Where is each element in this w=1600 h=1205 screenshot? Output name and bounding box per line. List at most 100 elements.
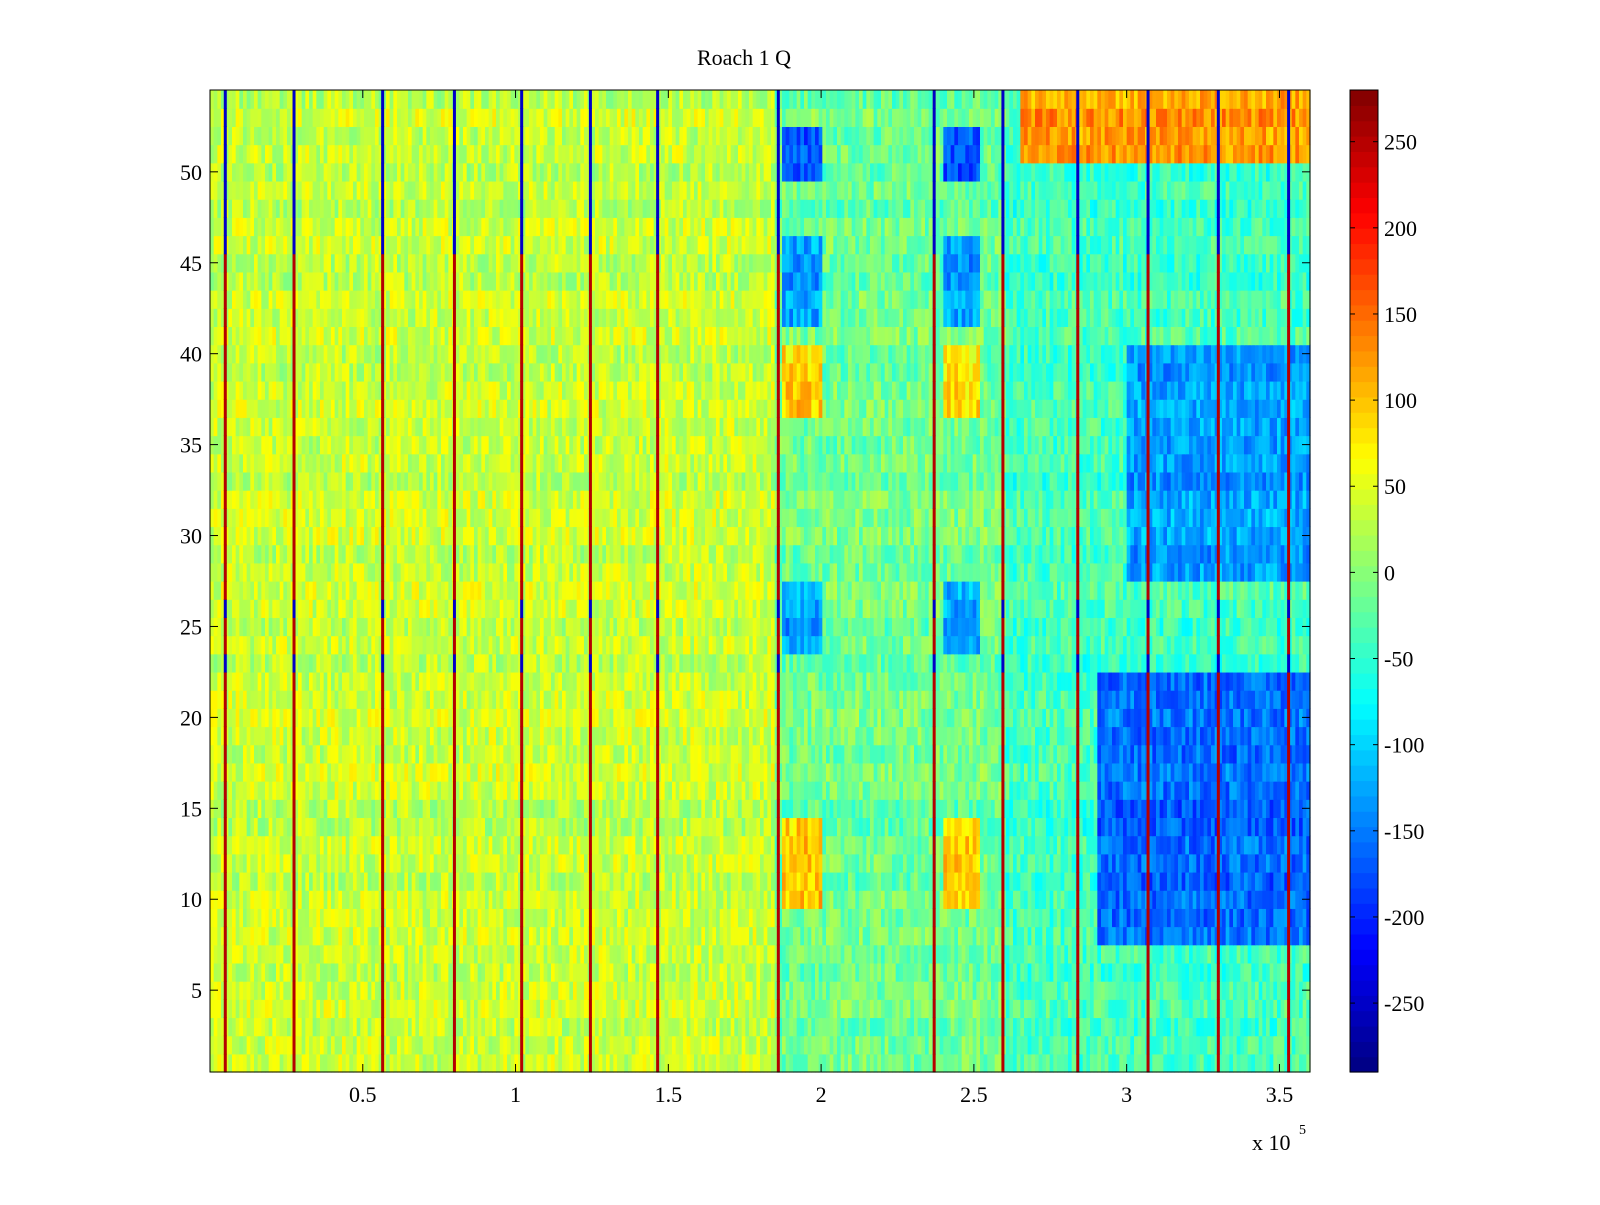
heatmap-cell	[914, 781, 919, 800]
heatmap-cell	[888, 1053, 893, 1073]
heatmap-cell	[899, 1017, 904, 1037]
heatmap-cell	[1064, 890, 1069, 909]
heatmap-cell	[998, 962, 1003, 982]
heatmap-cell	[1174, 981, 1179, 1000]
heatmap-cell	[679, 999, 684, 1019]
heatmap-cell	[232, 1017, 237, 1037]
heatmap-cell	[1156, 981, 1161, 1000]
heatmap-cell	[936, 981, 941, 1000]
heatmap-cell	[298, 817, 303, 837]
heatmap-cell	[910, 781, 915, 800]
heatmap-cell	[320, 1035, 325, 1055]
heatmap-cell	[312, 1053, 317, 1073]
heatmap-cell	[375, 853, 380, 873]
heatmap-cell	[529, 853, 534, 873]
heatmap-cell	[686, 926, 691, 946]
heatmap-cell	[272, 835, 277, 855]
heatmap-cell	[334, 962, 339, 982]
heatmap-cell	[1159, 1053, 1164, 1073]
heatmap-cell	[873, 890, 878, 909]
heatmap-cell	[573, 1035, 578, 1055]
heatmap-cell	[606, 762, 611, 782]
heatmap-cell	[756, 1017, 761, 1037]
heatmap-cell	[378, 999, 383, 1019]
heatmap-cell	[404, 981, 409, 1000]
heatmap-cell	[844, 799, 849, 819]
heatmap-cell	[1104, 871, 1109, 891]
heatmap-cell	[386, 890, 391, 909]
heatmap-cell	[910, 926, 915, 946]
heatmap-cell	[738, 1035, 743, 1055]
heatmap-cell	[1244, 1017, 1249, 1037]
heatmap-cell	[1211, 908, 1216, 928]
heatmap-cell	[899, 944, 904, 964]
heatmap-cell	[914, 762, 919, 782]
heatmap-cell	[815, 981, 820, 1000]
heatmap-cell	[510, 1053, 515, 1073]
heatmap-cell	[1266, 1035, 1271, 1055]
heatmap-cell	[664, 817, 669, 837]
heatmap-cell	[1280, 799, 1285, 819]
heatmap-cell	[826, 981, 831, 1000]
heatmap-cell	[397, 962, 402, 982]
heatmap-cell	[895, 1035, 900, 1055]
heatmap-cell	[1222, 926, 1227, 946]
heatmap-cell	[1170, 781, 1175, 800]
heatmap-cell	[752, 835, 757, 855]
heatmap-cell	[1020, 799, 1025, 819]
heatmap-cell	[767, 999, 772, 1019]
heatmap-cell	[980, 926, 985, 946]
heatmap-cell	[624, 962, 629, 982]
heatmap-cell	[239, 1053, 244, 1073]
heatmap-cell	[1192, 799, 1197, 819]
heatmap-cell	[331, 835, 336, 855]
heatmap-cell	[558, 835, 563, 855]
heatmap-cell	[1291, 853, 1296, 873]
heatmap-cell	[1189, 1017, 1194, 1037]
heatmap-cell	[276, 1053, 281, 1073]
heatmap-cell	[1068, 890, 1073, 909]
heatmap-cell	[257, 853, 262, 873]
heatmap-cell	[686, 981, 691, 1000]
heatmap-cell	[345, 962, 350, 982]
heatmap-cell	[679, 817, 684, 837]
heatmap-cell	[606, 999, 611, 1019]
heatmap-cell	[459, 1053, 464, 1073]
heatmap-cell	[349, 853, 354, 873]
heatmap-cell	[793, 908, 798, 928]
heatmap-cell	[327, 817, 332, 837]
heatmap-cell	[994, 908, 999, 928]
heatmap-cell	[917, 871, 922, 891]
heatmap-cell	[1108, 1053, 1113, 1073]
heatmap-cell	[562, 908, 567, 928]
heatmap-cell	[393, 762, 398, 782]
heatmap-cell	[378, 926, 383, 946]
heatmap-cell	[514, 835, 519, 855]
heatmap-cell	[408, 762, 413, 782]
heatmap-cell	[661, 1035, 666, 1055]
heatmap-cell	[642, 781, 647, 800]
heatmap-cell	[595, 853, 600, 873]
heatmap-cell	[470, 1035, 475, 1055]
heatmap-cell	[1258, 999, 1263, 1019]
heatmap-cell	[899, 962, 904, 982]
heatmap-cell	[1288, 1053, 1293, 1073]
heatmap-cell	[595, 890, 600, 909]
heatmap-cell	[448, 871, 453, 891]
heatmap-cell	[1214, 1053, 1219, 1073]
heatmap-cell	[899, 908, 904, 928]
heatmap-cell	[419, 1017, 424, 1037]
heatmap-cell	[661, 999, 666, 1019]
heatmap-cell	[1068, 781, 1073, 800]
heatmap-cell	[903, 799, 908, 819]
heatmap-cell	[690, 999, 695, 1019]
heatmap-cell	[1211, 799, 1216, 819]
heatmap-cell	[1306, 871, 1311, 891]
heatmap-cell	[232, 890, 237, 909]
heatmap-cell	[903, 781, 908, 800]
heatmap-cell	[690, 817, 695, 837]
heatmap-cell	[818, 835, 823, 855]
heatmap-cell	[620, 926, 625, 946]
heatmap-cell	[488, 981, 493, 1000]
heatmap-cell	[884, 799, 889, 819]
